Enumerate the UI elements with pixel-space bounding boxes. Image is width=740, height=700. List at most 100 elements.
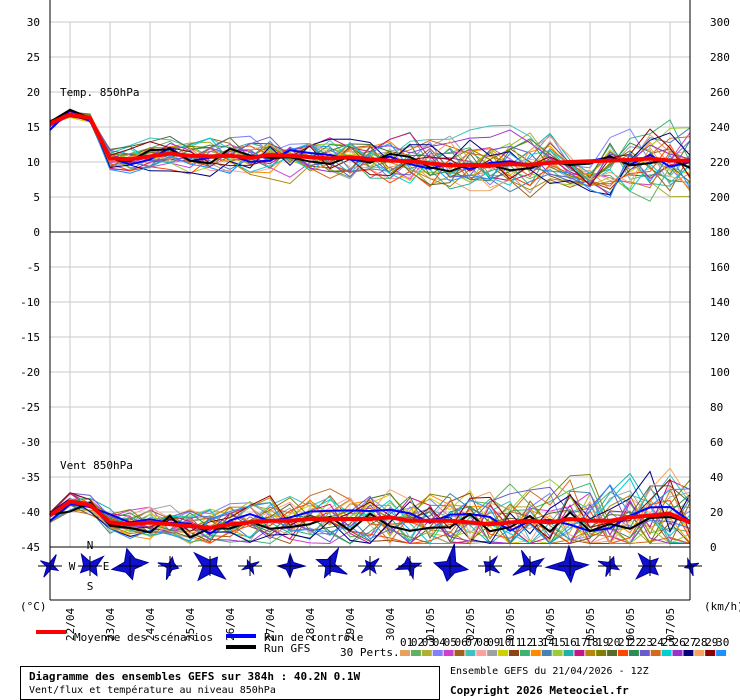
wind-rose — [512, 549, 546, 576]
pert-number: 28 — [694, 636, 707, 649]
pert-number: 22 — [629, 636, 642, 649]
y-tick-label: 5 — [33, 191, 40, 204]
mean-temp-line — [49, 112, 690, 168]
pert-swatch — [585, 650, 596, 656]
y-tick-label: -20 — [20, 366, 40, 379]
pert-swatch — [465, 650, 476, 656]
wind-rose — [276, 552, 307, 579]
left-unit-label: (°C) — [20, 600, 47, 613]
y-tick-label: -15 — [20, 331, 40, 344]
wind-rose — [432, 543, 469, 583]
pert-swatch — [519, 650, 530, 656]
y2-tick-label: 100 — [710, 366, 730, 379]
wind-rose — [315, 546, 348, 579]
wind-rose-petals — [512, 549, 546, 576]
pert-number: 25 — [662, 636, 675, 649]
pert-number: 06 — [455, 636, 468, 649]
pert-swatch — [618, 650, 628, 656]
y-tick-label: 30 — [27, 16, 40, 29]
pert-swatch — [672, 650, 683, 656]
wind-rose-petals — [544, 544, 590, 584]
pert-number: 14 — [542, 636, 556, 649]
y-tick-label: -25 — [20, 401, 40, 414]
compass-label: N — [87, 539, 94, 552]
x-tick-label: 03/05 — [504, 608, 517, 641]
pert-swatch — [574, 650, 585, 656]
y2-tick-label: 40 — [710, 471, 723, 484]
pert-number: 01 — [400, 636, 413, 649]
pert-number: 12 — [520, 636, 533, 649]
y2-tick-label: 60 — [710, 436, 723, 449]
pert-temp-line — [49, 112, 691, 187]
pert-swatch — [563, 650, 574, 656]
date-axis: 22/04 23/04 24/04 25/04 26/04 27/04 28/04 29/04… — [64, 608, 677, 641]
perturbation-legend: 0102030405060708091011121314151617181920… — [400, 636, 729, 656]
pert-swatch — [400, 650, 410, 656]
y2-tick-label: 140 — [710, 296, 730, 309]
pert-number: 08 — [476, 636, 489, 649]
pert-swatch — [454, 650, 465, 656]
pert-number: 23 — [640, 636, 653, 649]
pert-temp-line — [49, 113, 691, 196]
y-tick-label: 15 — [27, 121, 40, 134]
left-axis: 30 25 20 15 10 5 0 -5 -10 -15 -20 -25 -30 -35 -40 -45 — [20, 16, 40, 554]
x-tick-label: 24/04 — [144, 608, 157, 641]
pert-swatch — [509, 650, 519, 656]
y2-tick-label: 0 — [710, 541, 717, 554]
pert-number: 21 — [618, 636, 631, 649]
pert-temp-line — [49, 111, 691, 194]
wind-rose-petals — [79, 552, 105, 577]
pert-wind-line — [49, 492, 691, 545]
x-tick-label: 22/04 — [64, 608, 77, 641]
pert-number: 02 — [411, 636, 424, 649]
pert-wind-line — [49, 499, 690, 545]
y2-tick-label: 80 — [710, 401, 723, 414]
pert-number: 16 — [564, 636, 577, 649]
pert-swatch — [650, 650, 661, 656]
y-tick-label: 10 — [27, 156, 40, 169]
x-tick-label: 30/04 — [384, 608, 397, 641]
mean-legend-label: Moyenne des scénarios — [74, 631, 213, 644]
wind-rose — [394, 555, 423, 581]
pert-number: 04 — [433, 636, 447, 649]
x-tick-label: 04/05 — [544, 608, 557, 641]
wind-rose — [597, 555, 622, 577]
pert-number: 13 — [531, 636, 544, 649]
gfs-legend-label: Run GFS — [264, 642, 310, 655]
y2-tick-label: 260 — [710, 86, 730, 99]
pert-swatch — [487, 650, 498, 656]
x-tick-label: 07/05 — [664, 608, 677, 641]
pert-number: 15 — [553, 636, 566, 649]
x-tick-label: 02/05 — [464, 608, 477, 641]
x-tick-label: 27/04 — [264, 608, 277, 641]
pert-swatch — [552, 650, 563, 656]
pert-temp-line — [49, 112, 691, 188]
wind-rose — [110, 547, 150, 581]
wind-rose — [358, 556, 382, 576]
pert-number: 03 — [422, 636, 435, 649]
pert-number: 11 — [509, 636, 522, 649]
x-tick-label: 28/04 — [304, 608, 317, 641]
y-tick-label: -5 — [27, 261, 40, 274]
copyright: Copyright 2026 Meteociel.fr — [450, 684, 629, 697]
pert-wind-line — [49, 490, 691, 545]
pert-swatch — [607, 650, 618, 656]
wind-rose-petals — [597, 555, 621, 577]
pert-number: 05 — [444, 636, 457, 649]
wind-rose — [634, 552, 662, 580]
wind-rose — [157, 555, 182, 581]
y2-tick-label: 120 — [710, 331, 730, 344]
wind-rose — [544, 544, 590, 584]
y2-tick-label: 200 — [710, 191, 730, 204]
control-legend-label: Run de contrôle — [264, 631, 363, 644]
pert-number: 20 — [607, 636, 620, 649]
wind-roses: N SW E — [38, 539, 702, 593]
pert-swatch — [661, 650, 672, 656]
pert-number: 26 — [673, 636, 686, 649]
y-tick-label: -10 — [20, 296, 40, 309]
pert-number: 17 — [574, 636, 587, 649]
x-tick-label: 01/05 — [424, 608, 437, 641]
pert-swatch — [705, 650, 716, 656]
right-unit-label: (km/h) — [704, 600, 740, 613]
pert-number: 07 — [465, 636, 478, 649]
